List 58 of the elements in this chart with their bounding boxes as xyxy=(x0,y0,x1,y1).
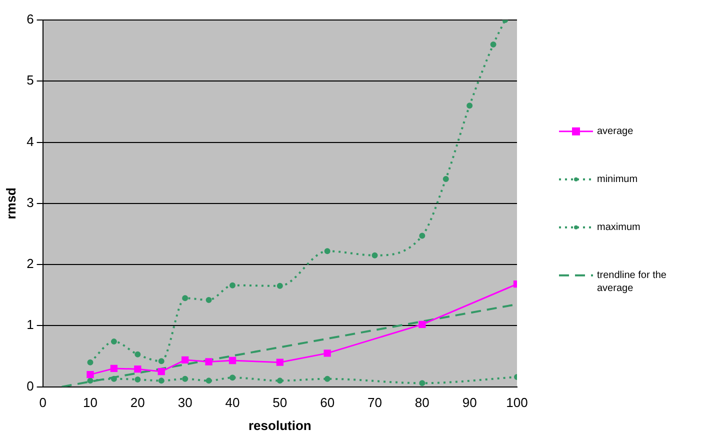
x-axis-title: resolution xyxy=(248,418,312,433)
point xyxy=(87,378,94,384)
point xyxy=(182,356,189,364)
x-tick-label: 100 xyxy=(506,395,528,410)
point xyxy=(158,378,164,384)
point xyxy=(110,364,118,372)
y-tick-label: 2 xyxy=(26,256,34,272)
x-tick-label: 70 xyxy=(368,395,382,410)
point xyxy=(206,296,212,303)
point xyxy=(228,356,236,364)
point xyxy=(206,378,212,384)
y-tick-label: 3 xyxy=(26,194,34,210)
point xyxy=(419,232,426,239)
point xyxy=(110,338,117,345)
legend-label: trendline for the average xyxy=(597,270,667,294)
point xyxy=(134,376,141,382)
y-axis-title: rmsd xyxy=(3,187,18,220)
legend-label: average xyxy=(597,126,634,138)
point xyxy=(158,358,164,364)
point xyxy=(324,248,330,254)
x-tick-label: 10 xyxy=(83,395,98,410)
x-tick-label: 30 xyxy=(178,395,192,410)
point xyxy=(110,376,117,382)
y-tick-label: 1 xyxy=(26,317,34,332)
x-tick-label: 60 xyxy=(320,395,335,410)
point xyxy=(134,351,141,358)
point xyxy=(324,350,331,357)
point xyxy=(419,380,426,386)
x-tick-label: 0 xyxy=(39,395,46,410)
point xyxy=(230,282,236,288)
x-tick-label: 50 xyxy=(272,395,288,410)
point xyxy=(276,282,283,289)
point xyxy=(134,365,142,373)
point xyxy=(324,376,330,382)
point xyxy=(182,376,188,382)
x-tick-label: 80 xyxy=(414,395,430,410)
point xyxy=(182,295,188,302)
legend-label: minimum xyxy=(597,174,638,186)
y-tick-label: 6 xyxy=(26,12,34,27)
y-tick-label: 4 xyxy=(26,134,34,149)
point xyxy=(466,102,473,109)
legend-label: maximum xyxy=(597,222,640,234)
x-tick-label: 40 xyxy=(225,395,240,410)
point xyxy=(418,320,426,328)
point xyxy=(276,358,284,366)
x-tick-label: 20 xyxy=(130,395,145,410)
point xyxy=(86,370,94,378)
point xyxy=(158,368,165,376)
y-tick-label: 0 xyxy=(26,378,34,394)
x-tick-label: 90 xyxy=(462,395,477,410)
point xyxy=(442,176,449,182)
point xyxy=(230,374,236,381)
point xyxy=(205,358,212,366)
point xyxy=(490,41,496,48)
y-tick-label: 5 xyxy=(26,72,34,88)
point xyxy=(276,378,283,384)
point xyxy=(87,359,94,366)
point xyxy=(372,252,378,258)
